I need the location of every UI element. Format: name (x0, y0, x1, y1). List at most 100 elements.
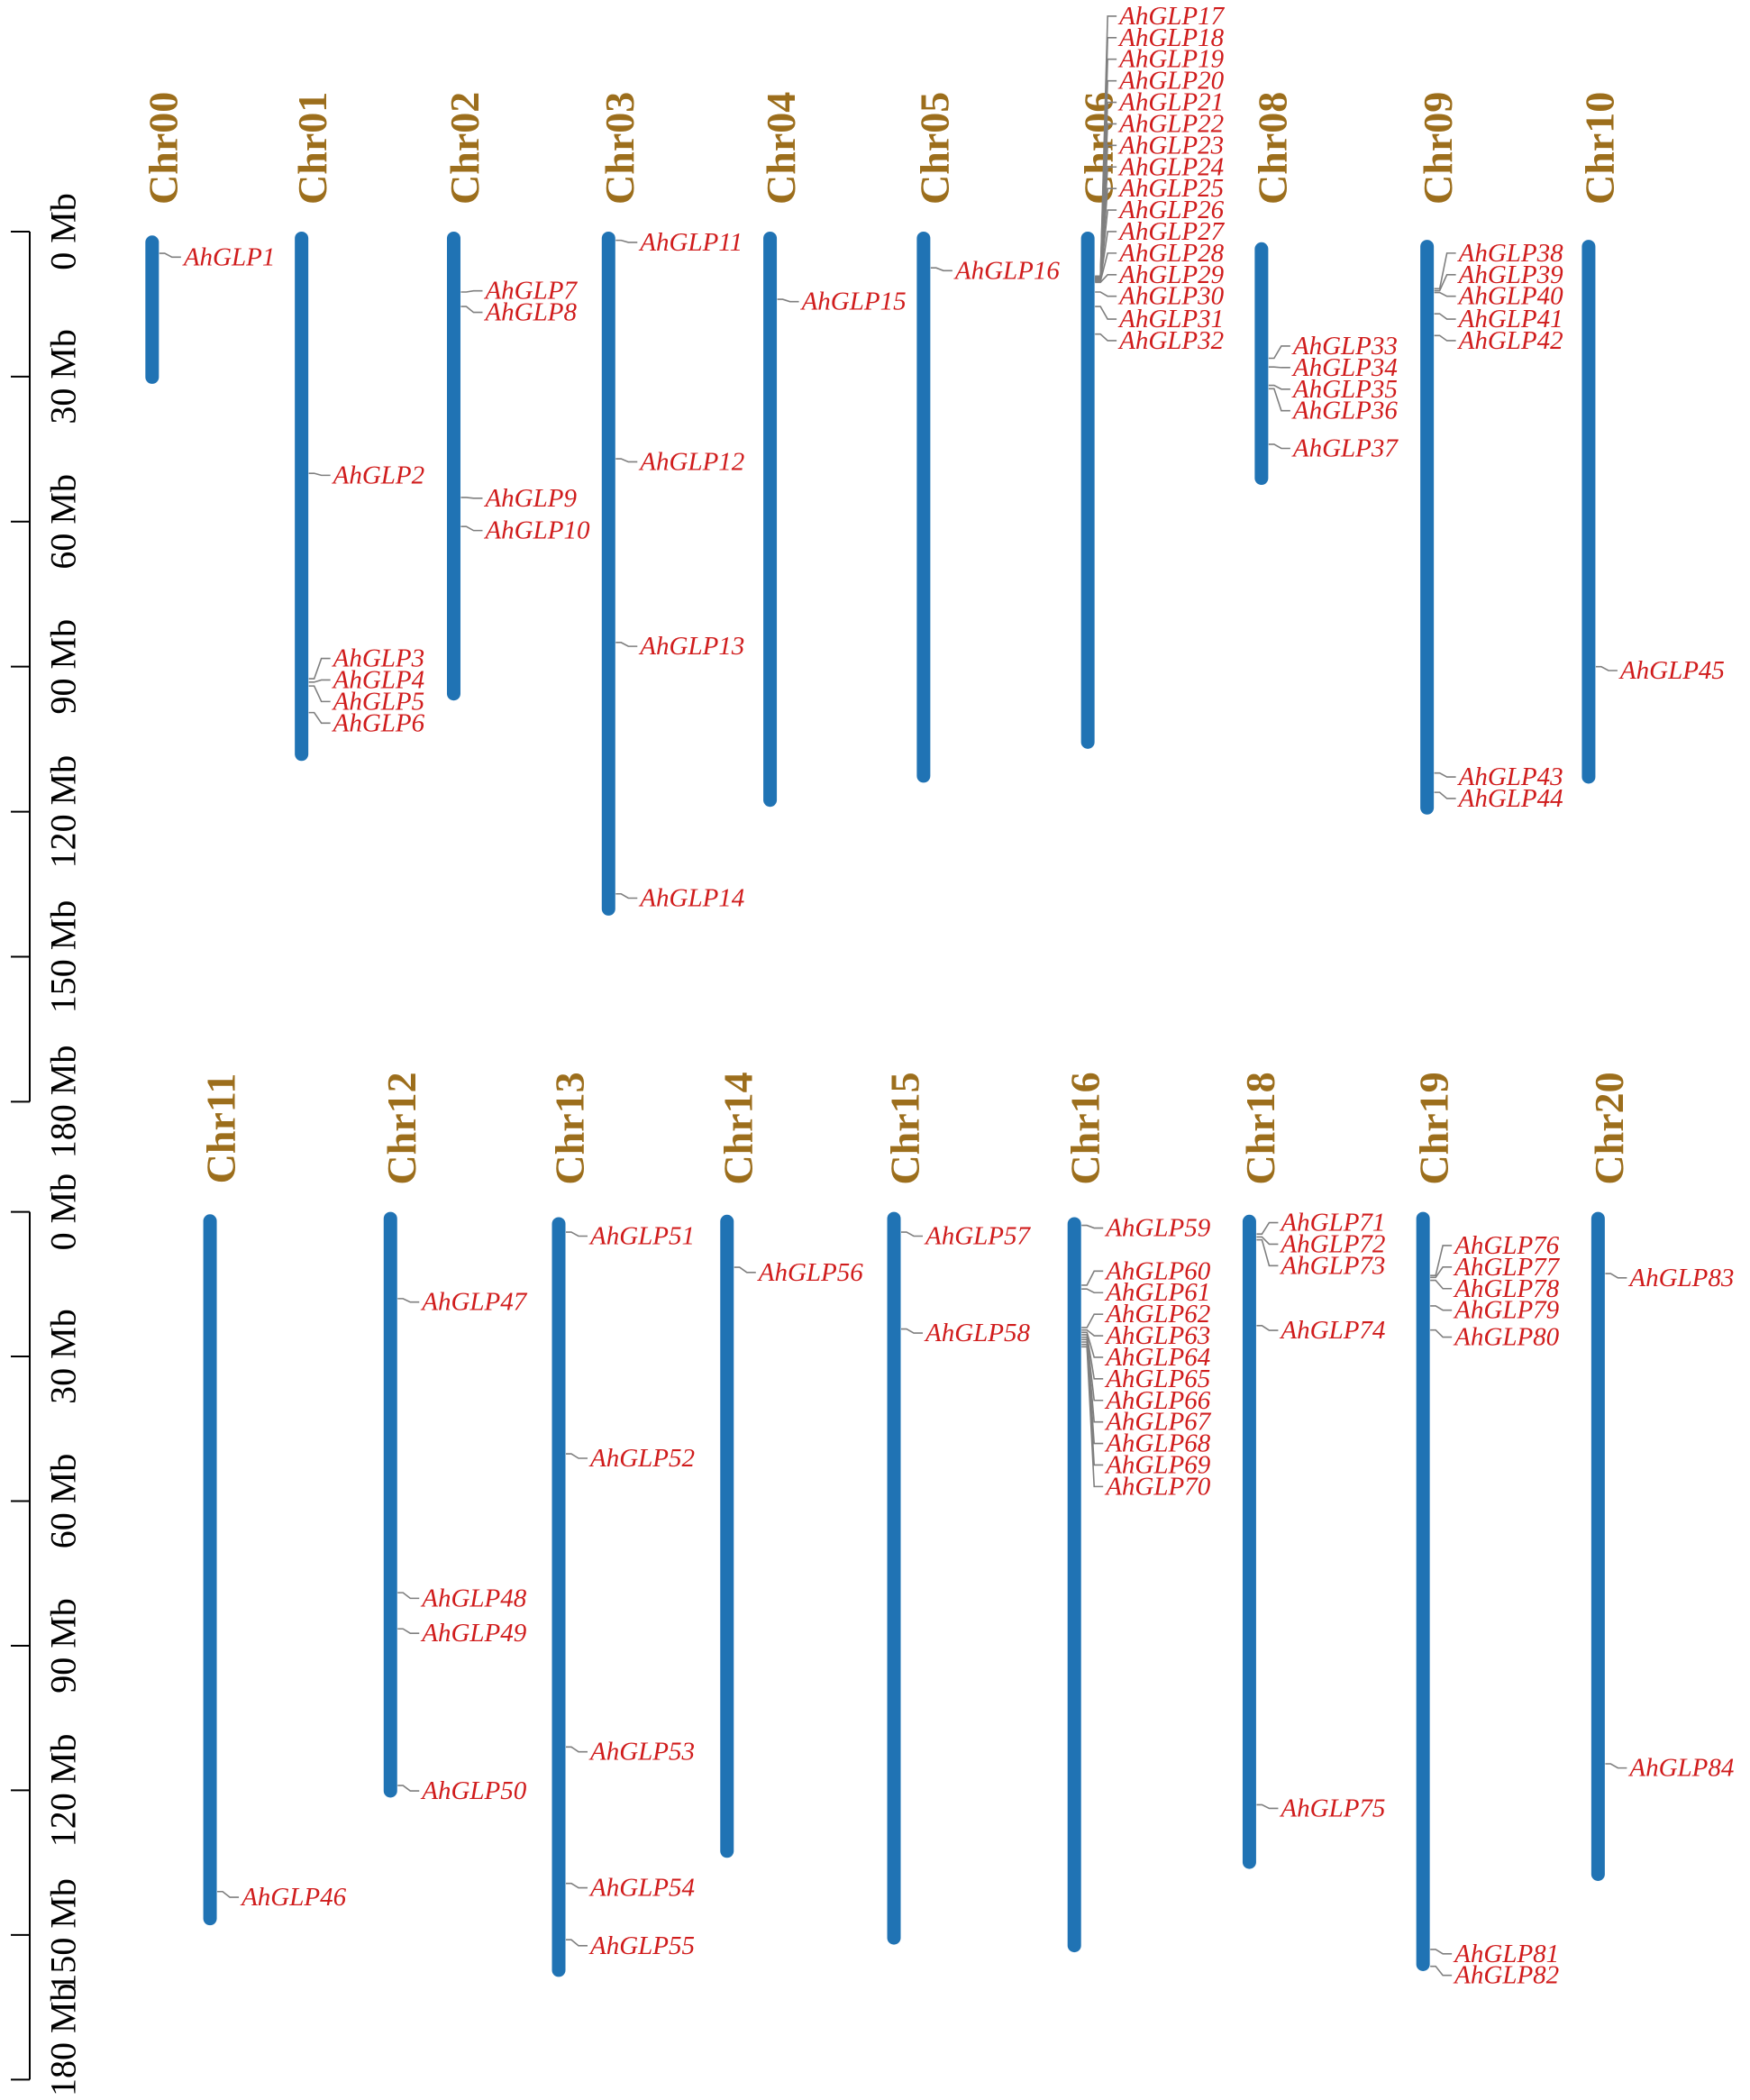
gene-label: AhGLP28 (1117, 239, 1225, 268)
gene-connector (1268, 366, 1290, 369)
gene-connector (566, 1231, 588, 1237)
gene-connector (1430, 1949, 1453, 1955)
gene-label: AhGLP33 (1291, 332, 1398, 361)
gene-connector (1081, 1270, 1104, 1286)
chromosome-label: Chr03 (597, 92, 643, 205)
gene-connector (1081, 1313, 1104, 1328)
gene-connector (217, 1890, 240, 1898)
gene-connector (308, 679, 331, 683)
gene-connector (1256, 1221, 1279, 1235)
chromosome-label: Chr08 (1249, 92, 1295, 205)
gene-label: AhGLP64 (1104, 1343, 1210, 1372)
gene-connector (1595, 665, 1618, 671)
gene-label: AhGLP36 (1291, 397, 1399, 425)
gene-label: AhGLP59 (1104, 1214, 1211, 1243)
gene-connector (615, 239, 638, 243)
scale-tick-label: 90 Mb (43, 1598, 84, 1694)
gene-label: AhGLP39 (1457, 260, 1564, 289)
gene-label: AhGLP67 (1104, 1408, 1212, 1437)
gene-label: AhGLP12 (638, 447, 744, 476)
gene-connector (1081, 1328, 1104, 1337)
gene-label: AhGLP54 (588, 1874, 695, 1903)
gene-label: AhGLP41 (1457, 305, 1563, 333)
chromosome-label: Chr00 (140, 92, 186, 205)
chromosome-Chr19: Chr19 AhGLP76AhGLP77AhGLP78AhGLP79AhGLP80… (1411, 1072, 1561, 1989)
gene-label: AhGLP9 (483, 484, 577, 513)
gene-connector (1430, 1328, 1453, 1338)
chromosome-label: Chr09 (1415, 92, 1461, 205)
gene-connector (615, 458, 638, 463)
chromosome-label: Chr06 (1076, 92, 1122, 205)
gene-label: AhGLP62 (1104, 1300, 1210, 1328)
gene-connector (1434, 772, 1456, 778)
gene-connector (1095, 306, 1117, 320)
chromosome-label: Chr16 (1062, 1072, 1108, 1184)
chromosome-Chr11: Chr11 AhGLP46 (198, 1073, 347, 1926)
gene-label: AhGLP56 (757, 1258, 864, 1287)
gene-connector (1430, 1965, 1453, 1977)
scale-tick-label: 0 Mb (43, 193, 84, 270)
gene-label: AhGLP35 (1291, 375, 1398, 404)
chromosome-label: Chr02 (442, 92, 488, 205)
gene-connector (1430, 1279, 1453, 1290)
gene-connector (1081, 1288, 1104, 1294)
gene-label: AhGLP70 (1104, 1472, 1211, 1501)
gene-connector (1434, 313, 1456, 320)
scale-axis: 0 Mb 30 Mb 60 Mb 90 Mb 120 Mb 150 Mb 180 Mb (11, 193, 84, 1158)
gene-connector (1268, 345, 1290, 360)
chromosome-Chr10: Chr10 AhGLP45 (1576, 92, 1725, 784)
gene-label: AhGLP48 (420, 1584, 527, 1612)
gene-label: AhGLP2 (332, 461, 425, 489)
scale-tick-label: 30 Mb (43, 329, 84, 425)
gene-label: AhGLP34 (1291, 353, 1398, 382)
chromosome-label: Chr18 (1237, 1072, 1283, 1184)
chromosome-Chr03: Chr03 AhGLP11 AhGLP12 AhGLP13 AhGLP14 (597, 92, 744, 916)
gene-connector (1095, 291, 1117, 297)
gene-label: AhGLP24 (1117, 152, 1224, 181)
scale-tick-label: 150 Mb (43, 1878, 84, 1992)
chromosome-label: Chr05 (911, 92, 957, 205)
gene-connector (1430, 1266, 1453, 1279)
gene-label: AhGLP51 (588, 1221, 695, 1250)
gene-connector (308, 711, 331, 725)
chromosome-label: Chr01 (289, 92, 335, 205)
chromosome-Chr12: Chr12 AhGLP47 AhGLP48 AhGLP49 AhGLP50 (378, 1072, 528, 1805)
gene-label: AhGLP26 (1117, 196, 1225, 224)
gene-label: AhGLP75 (1279, 1794, 1385, 1822)
gene-label: AhGLP38 (1457, 239, 1564, 268)
chromosome-label: Chr15 (882, 1072, 928, 1184)
gene-connector (615, 892, 638, 899)
gene-connector (460, 289, 483, 293)
gene-label: AhGLP15 (800, 288, 907, 316)
top-panel: 0 Mb 30 Mb 60 Mb 90 Mb 120 Mb 150 Mb 180 Mb Chr… (11, 2, 1725, 1158)
gene-connector (397, 1628, 420, 1635)
gene-label: AhGLP25 (1117, 174, 1224, 203)
scale-tick-label: 0 Mb (43, 1173, 84, 1251)
gene-label: AhGLP77 (1453, 1253, 1561, 1282)
gene-label: AhGLP43 (1457, 762, 1563, 791)
gene-connector (397, 1298, 420, 1303)
chromosome-label: Chr20 (1586, 1072, 1632, 1184)
gene-connector (1081, 1224, 1104, 1229)
chromosome-Chr14: Chr14 AhGLP56 (715, 1072, 864, 1858)
gene-label: AhGLP29 (1117, 260, 1225, 289)
chromosome-label: Chr04 (758, 92, 804, 205)
gene-label: AhGLP40 (1457, 282, 1564, 311)
gene-label: AhGLP8 (483, 298, 577, 327)
chromosome-label: Chr11 (198, 1073, 244, 1184)
gene-label: AhGLP10 (483, 516, 590, 545)
gene-connector (566, 1882, 588, 1889)
gene-connector (1434, 273, 1456, 292)
gene-label: AhGLP19 (1117, 45, 1225, 74)
gene-connector (308, 685, 331, 703)
chromosome-label: Chr10 (1576, 92, 1622, 205)
gene-connector (1256, 1803, 1279, 1810)
gene-connector (1434, 334, 1456, 342)
gene-label: AhGLP32 (1117, 326, 1224, 355)
gene-label: AhGLP71 (1279, 1209, 1385, 1237)
gene-connector (1095, 333, 1117, 342)
chromosome-Chr20: Chr20 AhGLP83 AhGLP84 (1586, 1072, 1734, 1881)
